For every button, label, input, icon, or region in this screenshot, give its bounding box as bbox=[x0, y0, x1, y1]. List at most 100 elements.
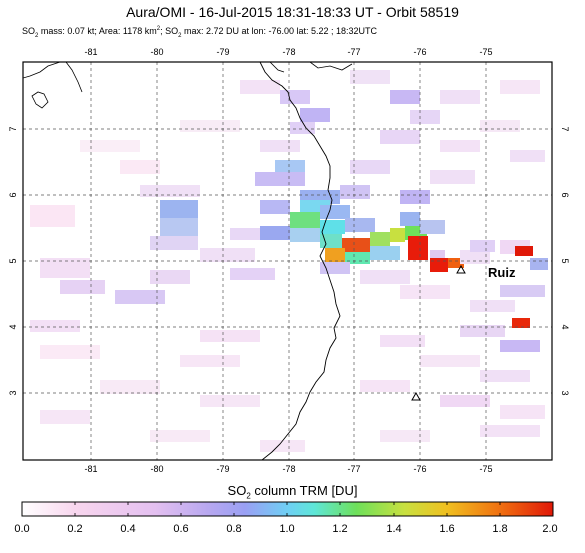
so2-pixel bbox=[350, 70, 390, 84]
lon-tick-label: -80 bbox=[150, 47, 163, 57]
so2-pixel bbox=[150, 236, 198, 250]
so2-pixel bbox=[342, 238, 370, 252]
so2-pixel bbox=[290, 212, 320, 228]
lon-tick-label: -77 bbox=[347, 47, 360, 57]
colorbar-title: SO2 column TRM [DU] bbox=[227, 483, 358, 501]
so2-pixel bbox=[430, 170, 475, 184]
so2-pixel bbox=[430, 258, 448, 272]
so2-pixel bbox=[515, 246, 533, 256]
lat-ticks-left: 7 6 5 4 3 bbox=[8, 126, 18, 395]
so2-pixel bbox=[320, 205, 350, 219]
so2-pixel bbox=[510, 150, 545, 162]
so2-pixel bbox=[370, 246, 400, 260]
so2-pixel bbox=[260, 140, 300, 152]
pacific-coastline bbox=[259, 62, 341, 460]
coastline-layer bbox=[23, 62, 353, 460]
so2-pixel bbox=[512, 318, 530, 328]
so2-pixel bbox=[360, 380, 410, 392]
so2-pixel bbox=[420, 220, 445, 234]
so2-pixel bbox=[180, 120, 240, 132]
so2-pixel bbox=[380, 430, 430, 442]
so2-pixel bbox=[440, 90, 480, 104]
lat-tick-label: 3 bbox=[8, 390, 18, 395]
volcano-marker bbox=[411, 391, 421, 401]
colorbar-tick-label: 0.4 bbox=[120, 523, 135, 535]
so2-pixel bbox=[140, 185, 200, 197]
so2-pixel bbox=[255, 172, 305, 186]
colorbar-tick-label: 1.8 bbox=[492, 523, 507, 535]
so2-pixel bbox=[200, 395, 260, 407]
so2-pixel bbox=[500, 405, 545, 419]
so2-pixel bbox=[370, 232, 390, 246]
volcano-markers: Ruiz bbox=[411, 264, 516, 401]
so2-pixel bbox=[300, 108, 330, 122]
so2-pixel bbox=[500, 285, 545, 297]
so2-pixel bbox=[260, 440, 305, 452]
so2-pixel bbox=[400, 190, 430, 204]
so2-pixel bbox=[200, 248, 255, 262]
map-title: Aura/OMI - 16-Jul-2015 18:31-18:33 UT - … bbox=[126, 4, 459, 20]
so2-pixel bbox=[500, 80, 540, 94]
lat-tick-label: 7 bbox=[560, 126, 570, 131]
grid-lines bbox=[23, 62, 552, 460]
so2-pixel bbox=[340, 185, 370, 199]
lon-ticks-bottom: -81 -80 -79 -78 -77 -76 -75 bbox=[84, 464, 492, 474]
so2-pixel bbox=[345, 252, 370, 264]
north-coastline bbox=[309, 62, 353, 71]
ruiz-volcano-marker bbox=[456, 264, 466, 274]
colorbar-tick-label: 0.8 bbox=[226, 523, 241, 535]
so2-pixel bbox=[440, 395, 490, 407]
lon-tick-label: -81 bbox=[84, 47, 97, 57]
colorbar-tick-labels: 0.0 0.2 0.4 0.6 0.8 1.0 1.2 1.4 1.6 1.8 … bbox=[14, 523, 557, 535]
colorbar-tick-label: 1.4 bbox=[386, 523, 401, 535]
so2-pixel bbox=[420, 355, 480, 367]
colorbar-tick-label: 1.0 bbox=[279, 523, 294, 535]
map-subtitle: SO2 mass: 0.07 kt; Area: 1178 km2; SO2 m… bbox=[22, 26, 378, 39]
lon-tick-label: -75 bbox=[479, 47, 492, 57]
lat-tick-label: 6 bbox=[560, 192, 570, 197]
so2-pixel bbox=[60, 280, 105, 294]
so2-pixel bbox=[530, 258, 548, 270]
lat-tick-label: 3 bbox=[560, 390, 570, 395]
so2-pixel bbox=[380, 335, 425, 347]
so2-pixel bbox=[100, 380, 160, 394]
colorbar-tick-label: 2.0 bbox=[542, 523, 557, 535]
lon-tick-label: -78 bbox=[282, 464, 295, 474]
so2-pixel bbox=[160, 200, 198, 218]
so2-pixel bbox=[350, 160, 390, 174]
lon-tick-label: -81 bbox=[84, 464, 97, 474]
so2-pixel bbox=[325, 248, 345, 262]
so2-pixel bbox=[30, 205, 75, 227]
lon-tick-label: -76 bbox=[413, 464, 426, 474]
so2-pixel bbox=[290, 228, 320, 242]
so2-pixel bbox=[500, 340, 540, 352]
so2-pixel bbox=[150, 430, 210, 442]
so2-pixel-layer bbox=[30, 70, 548, 452]
so2-pixel bbox=[160, 218, 198, 236]
so2-pixel bbox=[480, 370, 530, 382]
so2-pixel bbox=[260, 226, 290, 240]
lon-tick-label: -80 bbox=[150, 464, 163, 474]
lat-tick-label: 4 bbox=[8, 324, 18, 329]
lat-tick-label: 4 bbox=[560, 324, 570, 329]
so2-pixel bbox=[80, 140, 140, 152]
so2-pixel bbox=[400, 285, 450, 299]
so2-pixel bbox=[240, 80, 280, 94]
so2-pixel bbox=[150, 270, 190, 284]
so2-pixel bbox=[460, 325, 505, 337]
so2-pixel bbox=[230, 268, 275, 280]
so2-pixel bbox=[120, 160, 160, 174]
lon-tick-label: -77 bbox=[347, 464, 360, 474]
so2-pixel bbox=[410, 110, 440, 124]
lat-tick-label: 5 bbox=[560, 258, 570, 263]
colorbar-tick-label: 0.2 bbox=[67, 523, 82, 535]
so2-pixel bbox=[40, 410, 90, 424]
colorbar-tick-label: 1.6 bbox=[439, 523, 454, 535]
colorbar-tick-label: 0.0 bbox=[14, 523, 29, 535]
lat-tick-label: 7 bbox=[8, 126, 18, 131]
so2-pixel bbox=[440, 140, 480, 152]
island-coast bbox=[65, 62, 83, 93]
lon-tick-label: -76 bbox=[413, 47, 426, 57]
so2-pixel bbox=[40, 258, 90, 278]
